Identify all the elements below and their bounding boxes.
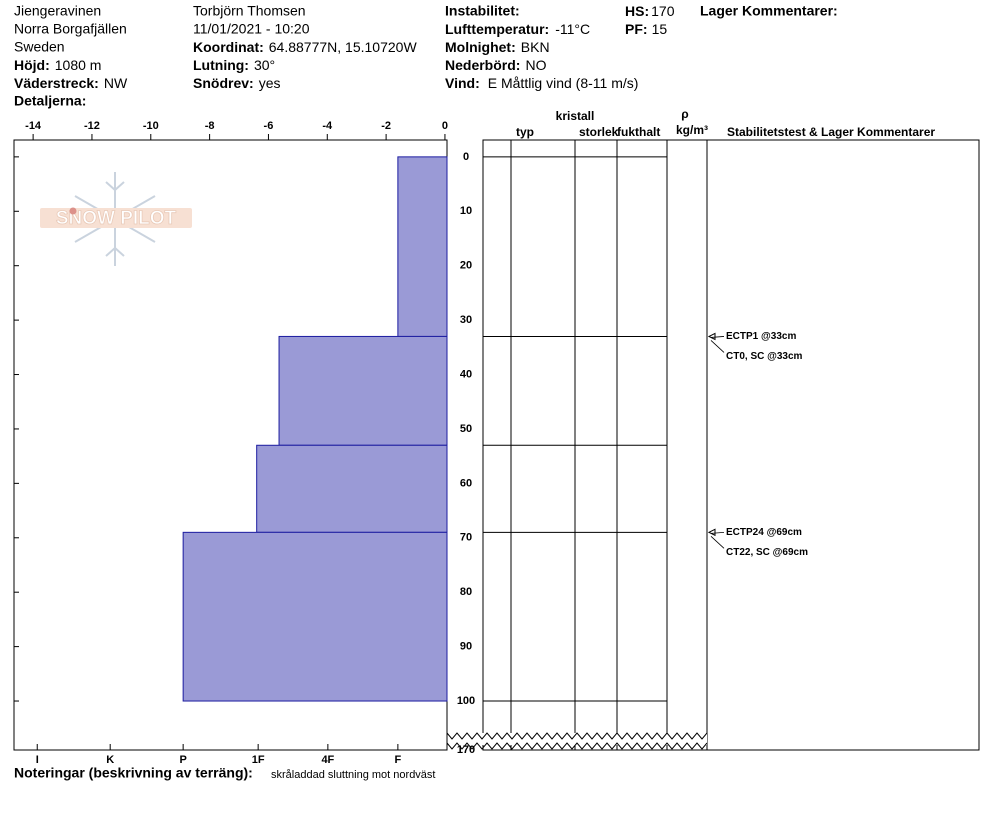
table-header: fukthalt — [617, 125, 660, 139]
y-tick-label: 90 — [460, 641, 472, 653]
country: Sweden — [14, 39, 65, 55]
pf: PF: 15 — [625, 21, 667, 37]
datetime: 11/01/2021 - 10:20 — [193, 21, 310, 37]
details: Detaljerna: — [14, 93, 86, 109]
axis-break — [448, 733, 707, 745]
wind: Vind: E Måttlig vind (8-11 m/s) — [445, 75, 638, 91]
elevation: Höjd: 1080 m — [14, 57, 101, 73]
hardness-bar — [256, 444, 448, 533]
hardness-tick-label: 1F — [252, 754, 265, 766]
hardness-bar — [278, 335, 448, 446]
wind-loading: Snödrev: yes — [193, 75, 280, 91]
hardness-tick-label: P — [179, 754, 186, 766]
y-tick-label: 40 — [460, 368, 472, 380]
location: Jiengeravinen — [14, 3, 101, 19]
test-leader — [710, 336, 725, 338]
x-tick-label: -2 — [381, 120, 391, 132]
x-tick-label: -12 — [84, 120, 100, 132]
y-tick-label: 10 — [460, 205, 472, 217]
test-label: ECTP1 @33cm — [726, 331, 796, 342]
logo: SNOW PILOT — [40, 172, 192, 266]
y-tick-label: 50 — [460, 423, 472, 435]
test-arrow — [707, 528, 716, 537]
y-tick-label: 20 — [460, 260, 472, 272]
table-header: ρ — [681, 107, 688, 121]
test-leader — [710, 536, 725, 549]
table-header: Stabilitetstest & Lager Kommentarer — [727, 125, 935, 139]
test-leader — [710, 340, 725, 353]
hardness-tick-label: 4F — [321, 754, 334, 766]
hardness-bar — [397, 156, 448, 337]
layer-comments-title: Lager Kommentarer: — [700, 3, 838, 19]
instability: Instabilitet: — [445, 3, 520, 19]
header: Jiengeravinen Norra Borgafjällen Sweden … — [14, 3, 838, 109]
y-tick-label: 100 — [457, 695, 475, 707]
sky: Molnighet: BKN — [445, 39, 550, 55]
hardness-tick-label: K — [106, 754, 114, 766]
y-tick-label: 70 — [460, 532, 472, 544]
y-tick-label: 0 — [463, 151, 469, 163]
hardness-bar — [182, 531, 448, 702]
y-tick-label: 30 — [460, 314, 472, 326]
x-tick-label: 0 — [442, 120, 448, 132]
hs: HS: 170 — [625, 3, 675, 19]
hardness-tick-label: F — [395, 754, 402, 766]
test-label: ECTP24 @69cm — [726, 527, 802, 538]
slope: Lutning: 30° — [193, 57, 275, 73]
precip: Nederbörd: NO — [445, 57, 547, 73]
axis-break-line — [446, 742, 708, 750]
test-label: CT22, SC @69cm — [726, 547, 808, 558]
observer: Torbjörn Thomsen — [193, 3, 306, 19]
axis-break-line — [446, 732, 708, 740]
test-arrow — [707, 332, 716, 341]
test-leader — [710, 531, 725, 534]
table-header: kg/m³ — [676, 123, 708, 137]
coordinates: Koordinat: 64.88777N, 15.10720W — [193, 39, 417, 55]
table-header: kristall — [556, 109, 595, 123]
notes-value: skråladdad sluttning mot nordväst — [271, 769, 435, 781]
logo-text: SNOW PILOT — [56, 208, 177, 229]
table-header: typ — [516, 125, 534, 139]
table-header: storlek — [579, 125, 619, 139]
y-tick-label: 60 — [460, 477, 472, 489]
x-tick-label: -8 — [205, 120, 215, 132]
x-tick-label: -14 — [25, 120, 42, 132]
y-tick-label: 80 — [460, 586, 472, 598]
air-temp: Lufttemperatur: -11°C — [445, 21, 590, 37]
notes-label: Noteringar (beskrivning av terräng): — [14, 765, 253, 781]
x-tick-label: -4 — [322, 120, 333, 132]
hardness-tick-label: I — [36, 754, 39, 766]
test-label: CT0, SC @33cm — [726, 351, 803, 362]
x-tick-label: -6 — [264, 120, 274, 132]
range: Norra Borgafjällen — [14, 21, 127, 37]
aspect: Väderstreck: NW — [14, 75, 128, 91]
x-tick-label: -10 — [143, 120, 159, 132]
